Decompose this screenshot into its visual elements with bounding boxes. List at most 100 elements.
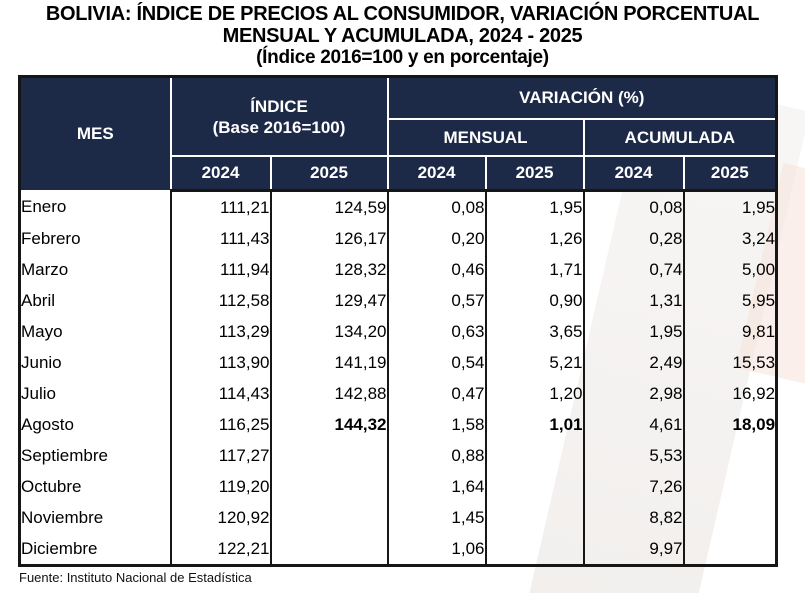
table-row: Julio 114,43 142,88 0,47 1,20 2,98 16,92 — [18, 378, 778, 409]
cell-acumulada-2024: 2,98 — [582, 378, 685, 409]
cell-indice-2024: 122,21 — [169, 533, 272, 566]
cell-indice-2024: 114,43 — [169, 378, 272, 409]
table-row: Octubre 119,20 1,64 7,26 — [18, 471, 778, 502]
cell-acumulada-2025: 9,81 — [682, 316, 778, 347]
cell-mes: Febrero — [18, 223, 172, 254]
cell-indice-2024: 116,25 — [169, 409, 272, 440]
table-header: MES ÍNDICE (Base 2016=100) VARIACIÓN (%)… — [18, 75, 778, 192]
table-row: Noviembre 120,92 1,45 8,82 — [18, 502, 778, 533]
header-variacion: VARIACIÓN (%) — [386, 75, 778, 120]
cell-mensual-2024: 0,20 — [386, 223, 487, 254]
cell-acumulada-2024: 0,28 — [582, 223, 685, 254]
cell-indice-2024: 111,94 — [169, 254, 272, 285]
header-mes: MES — [18, 75, 172, 192]
header-acumulada-year-2024: 2024 — [582, 155, 685, 192]
cell-acumulada-2025: 16,92 — [682, 378, 778, 409]
cell-acumulada-2025 — [682, 471, 778, 502]
page-title: BOLIVIA: ÍNDICE DE PRECIOS AL CONSUMIDOR… — [0, 3, 805, 69]
title-line-1: BOLIVIA: ÍNDICE DE PRECIOS AL CONSUMIDOR… — [45, 3, 760, 25]
cell-mensual-2025 — [484, 533, 585, 566]
cell-mensual-2025: 1,26 — [484, 223, 585, 254]
cell-mensual-2025: 1,71 — [484, 254, 585, 285]
cell-acumulada-2024: 4,61 — [582, 409, 685, 440]
table-body: Enero 111,21 124,59 0,08 1,95 0,08 1,95 Febrero… — [18, 190, 778, 566]
cell-mensual-2024: 0,57 — [386, 285, 487, 316]
cell-indice-2025: 141,19 — [269, 347, 389, 378]
cell-mensual-2025: 1,20 — [484, 378, 585, 409]
cell-acumulada-2025 — [682, 502, 778, 533]
cell-indice-2025: 144,32 — [269, 409, 389, 440]
cell-mensual-2025: 0,90 — [484, 285, 585, 316]
cell-mes: Julio — [18, 378, 172, 409]
cell-mensual-2024: 1,58 — [386, 409, 487, 440]
cell-mes: Junio — [18, 347, 172, 378]
header-acumulada: ACUMULADA — [582, 118, 778, 157]
cell-mensual-2025 — [484, 502, 585, 533]
header-indice-year-2025: 2025 — [269, 155, 389, 192]
cell-mes: Diciembre — [18, 533, 172, 566]
table-row: Diciembre 122,21 1,06 9,97 — [18, 533, 778, 566]
cell-acumulada-2024: 0,08 — [582, 190, 685, 223]
cell-mes: Agosto — [18, 409, 172, 440]
table-row: Abril 112,58 129,47 0,57 0,90 1,31 5,95 — [18, 285, 778, 316]
cell-indice-2024: 111,43 — [169, 223, 272, 254]
cell-mes: Octubre — [18, 471, 172, 502]
cell-mensual-2024: 0,88 — [386, 440, 487, 471]
cell-acumulada-2024: 7,26 — [582, 471, 685, 502]
header-indice: ÍNDICE (Base 2016=100) — [169, 75, 389, 157]
cpi-table: MES ÍNDICE (Base 2016=100) VARIACIÓN (%)… — [18, 75, 779, 567]
cell-indice-2025: 129,47 — [269, 285, 389, 316]
cell-mensual-2024: 0,08 — [386, 190, 487, 223]
cell-indice-2025: 126,17 — [269, 223, 389, 254]
cell-acumulada-2025: 18,09 — [682, 409, 778, 440]
cell-acumulada-2025: 15,53 — [682, 347, 778, 378]
cell-mensual-2025: 3,65 — [484, 316, 585, 347]
cell-indice-2025: 128,32 — [269, 254, 389, 285]
cell-indice-2025: 142,88 — [269, 378, 389, 409]
cell-indice-2024: 113,29 — [169, 316, 272, 347]
cell-mensual-2024: 0,46 — [386, 254, 487, 285]
cell-acumulada-2025: 5,00 — [682, 254, 778, 285]
cell-mes: Enero — [18, 190, 172, 223]
table-row: Agosto 116,25 144,32 1,58 1,01 4,61 18,09 — [18, 409, 778, 440]
cell-indice-2025: 134,20 — [269, 316, 389, 347]
header-mensual: MENSUAL — [386, 118, 585, 157]
cell-mensual-2025: 1,01 — [484, 409, 585, 440]
cell-mensual-2025 — [484, 471, 585, 502]
cell-acumulada-2025: 1,95 — [682, 190, 778, 223]
source-note: Fuente: Instituto Nacional de Estadístic… — [19, 570, 252, 585]
cell-indice-2025 — [269, 533, 389, 566]
cell-mensual-2024: 0,54 — [386, 347, 487, 378]
cell-mes: Septiembre — [18, 440, 172, 471]
cell-acumulada-2024: 2,49 — [582, 347, 685, 378]
cell-mes: Noviembre — [18, 502, 172, 533]
cell-acumulada-2024: 8,82 — [582, 502, 685, 533]
header-mensual-year-2025: 2025 — [484, 155, 585, 192]
cell-indice-2025 — [269, 471, 389, 502]
cell-mensual-2024: 1,06 — [386, 533, 487, 566]
title-line-2: MENSUAL Y ACUMULADA, 2024 - 2025 — [222, 25, 583, 47]
cell-mensual-2024: 1,64 — [386, 471, 487, 502]
cell-indice-2025 — [269, 502, 389, 533]
cell-mensual-2024: 1,45 — [386, 502, 487, 533]
cell-indice-2025: 124,59 — [269, 190, 389, 223]
cell-mensual-2025: 5,21 — [484, 347, 585, 378]
cell-acumulada-2024: 1,95 — [582, 316, 685, 347]
table-row: Septiembre 117,27 0,88 5,53 — [18, 440, 778, 471]
cell-acumulada-2024: 0,74 — [582, 254, 685, 285]
cell-acumulada-2024: 1,31 — [582, 285, 685, 316]
cell-indice-2024: 119,20 — [169, 471, 272, 502]
header-acumulada-year-2025: 2025 — [682, 155, 778, 192]
cell-mes: Marzo — [18, 254, 172, 285]
cell-indice-2024: 112,58 — [169, 285, 272, 316]
cell-mensual-2024: 0,63 — [386, 316, 487, 347]
cell-acumulada-2025 — [682, 533, 778, 566]
cell-acumulada-2024: 9,97 — [582, 533, 685, 566]
header-indice-line2: (Base 2016=100) — [212, 117, 346, 137]
header-indice-line1: ÍNDICE — [250, 96, 308, 116]
cell-indice-2024: 117,27 — [169, 440, 272, 471]
table-row: Enero 111,21 124,59 0,08 1,95 0,08 1,95 — [18, 190, 778, 223]
cell-mes: Mayo — [18, 316, 172, 347]
header-indice-year-2024: 2024 — [169, 155, 272, 192]
